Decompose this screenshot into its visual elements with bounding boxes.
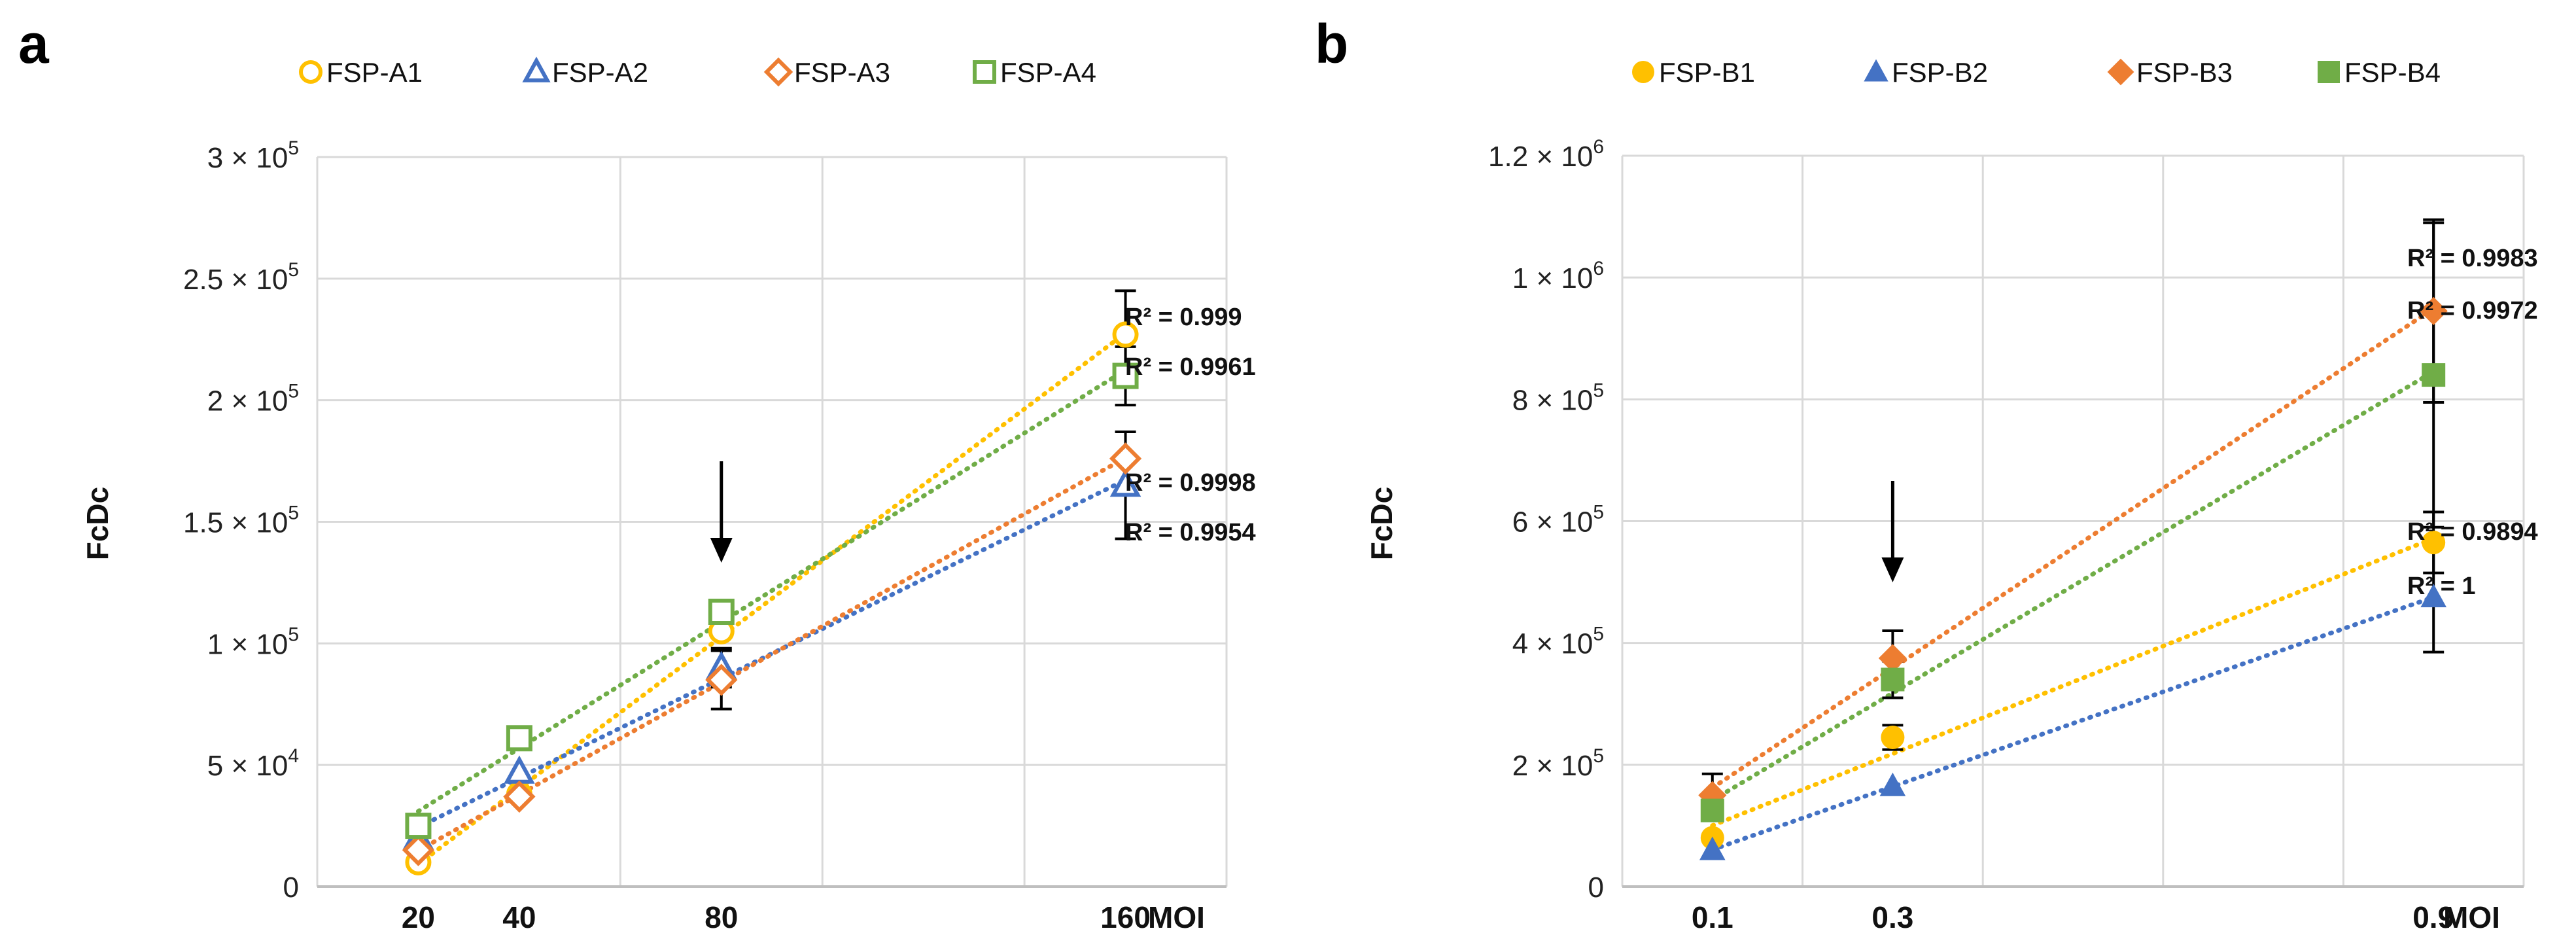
panel-a-trendline-FSP-A1 [415,330,1128,867]
panel-a-legend-label: FSP-A3 [794,57,890,88]
panel-b-annotation-arrow [1881,481,1904,582]
panel-b-legend-label: FSP-B1 [1659,57,1755,88]
panel-b-y-tick-label: 0 [1588,872,1604,904]
panel-a-point-FSP-A2 [1109,468,1141,497]
panel-a-point-FSP-A3 [1109,442,1142,475]
panel-b-trendline-FSP-B4 [1710,369,2436,803]
panel-b-legend-label: FSP-B2 [1892,57,1988,88]
panel-a-legend-label: FSP-A2 [552,57,648,88]
panel-b-point-FSP-B1 [1881,725,1905,749]
panel-a-r2-FSP-A3: R² = 0.9998 [1125,469,1256,497]
panel-a-legend-marker-FSP-A4 [973,60,996,84]
panel-a-y-tick-label: 2 × 105 [207,381,299,417]
panel-a-legend-item-FSP-A3: FSP-A3 [763,57,890,88]
panel-a-trendline-FSP-A2 [415,478,1128,830]
panel-a-point-FSP-A3 [402,834,435,866]
panel-b-legend-marker-FSP-B1 [1632,61,1654,83]
panel-a-r2-FSP-A2: R² = 0.9954 [1125,519,1256,546]
panel-b-legend-marker-FSP-B3 [2107,58,2134,86]
panel-b-y-tick-label: 6 × 105 [1512,502,1604,538]
panel-b-y-tick-label: 4 × 105 [1512,624,1604,660]
panel-a-trendline-FSP-A4 [415,368,1128,814]
panel-a-y-tick-label: 2.5 × 105 [183,259,299,296]
panel-a-y-tick-label: 1.5 × 105 [183,502,299,539]
panel-a-point-FSP-A3 [705,663,738,696]
panel-a-point-FSP-A4 [1112,362,1139,389]
panel-a-x-tick-label: 40 [502,900,536,934]
panel-a-point-FSP-A2 [504,755,535,784]
panel-a-y-tick-label: 3 × 105 [207,137,299,174]
panel-b-legend-marker-FSP-B4 [2318,61,2340,83]
panel-b-legend-item-FSP-B4: FSP-B4 [2318,57,2441,88]
panel-b-y-tick-label: 8 × 105 [1512,379,1604,416]
panel-b-r2-FSP-B1: R² = 0.9894 [2407,518,2538,546]
panel-b-y-tick-label: 1 × 106 [1512,258,1604,294]
panel-b-r2-FSP-B4: R² = 0.9972 [2407,297,2538,325]
panel-a-r2-FSP-A1: R² = 0.999 [1125,304,1242,331]
panel-a-y-tick-label: 0 [283,872,299,904]
panel-a-legend-marker-FSP-A1 [299,60,322,84]
panel-b-legend-item-FSP-B1: FSP-B1 [1632,57,1755,88]
panel-b-point-FSP-B4 [1700,798,1724,822]
panel-b-legend-marker-FSP-B2 [1864,59,1888,82]
panel-a-legend-marker-FSP-A3 [763,57,793,87]
panel-b-legend-label: FSP-B4 [2344,57,2441,88]
panel-b-point-FSP-B2 [2420,584,2446,608]
panel-b-x-axis-label: MOI [2443,900,2500,934]
panel-a-annotation-arrow [710,461,733,563]
panel-a-y-tick-label: 1 × 105 [207,624,299,660]
panel-b-point-FSP-B3 [2419,296,2448,325]
panel-b-y-tick-label: 2 × 105 [1512,745,1604,782]
panel-b-legend-item-FSP-B3: FSP-B3 [2107,57,2233,88]
panel-b-r2-FSP-B3: R² = 0.9983 [2407,245,2538,272]
panel-b-point-FSP-B1 [2422,531,2446,555]
panel-a-x-tick-label: 160 [1100,900,1151,934]
panel-a-x-tick-label: 20 [402,900,435,934]
panel-b-letter: b [1315,13,1348,75]
panel-b-trendline-FSP-B3 [1710,306,2436,790]
panel-b-x-tick-label: 0.1 [1692,900,1733,934]
panel-b-legend-label: FSP-B3 [2136,57,2233,88]
panel-b-point-FSP-B4 [2422,363,2446,387]
panel-a-legend-item-FSP-A1: FSP-A1 [299,57,423,88]
panel-a-x-axis-label: MOI [1148,900,1205,934]
panel-a-legend-item-FSP-A2: FSP-A2 [522,56,648,88]
panel-b-point-FSP-B2 [1699,836,1726,860]
panel-a-point-FSP-A3 [503,780,536,813]
panel-a-point-FSP-A4 [506,725,532,752]
panel-a-y-tick-label: 5 × 104 [207,745,299,782]
panel-b-legend-item-FSP-B2: FSP-B2 [1864,57,1988,88]
panel-b-y-axis-label: FcDc [1365,487,1399,560]
panel-a-point-FSP-A4 [708,599,735,626]
panel-b-trendline-FSP-B2 [1710,595,2436,853]
panel-a-letter: a [18,13,50,75]
panel-a-y-axis-label: FcDc [80,487,114,560]
panel-a-trendline-FSP-A3 [415,455,1128,853]
panel-b-chart: 0 2 × 105 4 × 105 6 × 105 8 × 105 1 × 106 1.2 … [1365,57,2538,934]
panel-b-point-FSP-B4 [1881,667,1905,692]
panel-b-point-FSP-B3 [1878,644,1907,673]
panel-a-chart: 0 5 × 104 1 × 105 1.5 × 105 2 × 105 2.5 × 105… [80,56,1256,934]
panel-a-point-FSP-A4 [405,813,432,839]
panel-a-point-FSP-A1 [1112,321,1139,348]
panel-b-x-tick-label: 0.9 [2412,900,2454,934]
panel-b-point-FSP-B2 [1879,772,1906,796]
panel-b-y-tick-label: 1.2 × 106 [1488,136,1604,173]
panel-a-r2-FSP-A4: R² = 0.9961 [1125,353,1256,381]
panel-a-legend-label: FSP-A1 [326,57,423,88]
panel-a-legend-label: FSP-A4 [1000,57,1096,88]
panel-b-r2-FSP-B2: R² = 1 [2407,573,2476,600]
panel-b-x-tick-label: 0.3 [1871,900,1913,934]
panel-a-x-tick-label: 80 [705,900,738,934]
panel-a-legend-marker-FSP-A2 [522,56,551,82]
panel-a-legend-item-FSP-A4: FSP-A4 [973,57,1096,88]
panel-b-trendline-FSP-B1 [1710,536,2436,828]
